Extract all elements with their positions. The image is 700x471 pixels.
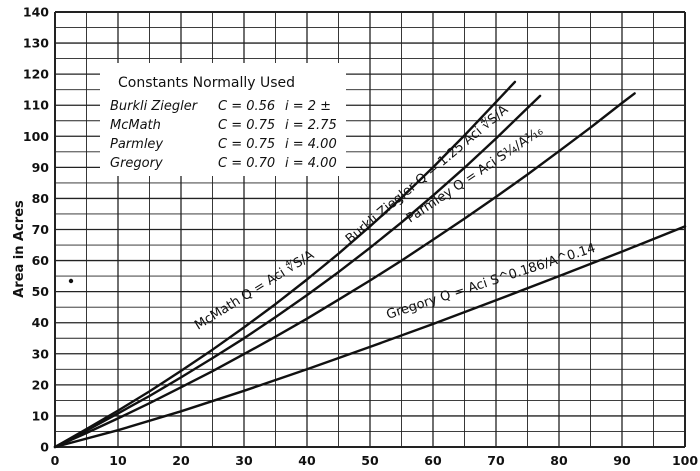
y-tick-label: 90	[32, 160, 50, 175]
y-tick-label: 10	[32, 408, 50, 423]
x-tick-label: 100	[672, 453, 698, 468]
y-tick-label: 100	[23, 129, 49, 144]
y-tick-label: 20	[32, 377, 50, 392]
legend-i-gregory: i = 4.00	[285, 156, 337, 171]
x-tick-label: 30	[235, 453, 253, 468]
x-tick-label: 80	[550, 453, 568, 468]
legend-i-burkli-ziegler: i = 2 ±	[285, 99, 331, 114]
legend-title: Constants Normally Used	[118, 75, 295, 91]
series-line-burkli-ziegler	[53, 94, 542, 449]
y-tick-label: 80	[32, 191, 50, 206]
y-tick-label: 120	[23, 67, 49, 82]
legend-i-parmley: i = 4.00	[285, 137, 337, 152]
tick-labels: 0 10 20 30 40 50 60 70 80 90 100 0 10 20 30 40 50 60 70 80 9…	[23, 5, 698, 469]
legend-name-burkli-ziegler: Burkli Ziegler	[110, 99, 199, 114]
y-tick-label: 140	[23, 5, 49, 20]
x-tick-label: 20	[172, 453, 190, 468]
y-tick-label: 30	[32, 346, 50, 361]
y-axis-label: Area in Acres	[12, 200, 27, 298]
y-tick-label: 130	[23, 36, 49, 51]
stray-dot	[68, 278, 74, 284]
y-tick-label: 60	[32, 253, 50, 268]
series-line-gregory	[53, 225, 687, 449]
y-tick-label: 0	[40, 440, 49, 455]
series-line-mcmath	[53, 80, 517, 449]
x-tick-label: 90	[613, 453, 631, 468]
legend-c-gregory: C = 0.70	[218, 156, 275, 171]
x-tick-label: 0	[51, 453, 60, 468]
legend-name-gregory: Gregory	[110, 156, 163, 171]
legend-rows: Burkli Ziegler C = 0.56 i = 2 ± McMath C = 0…	[110, 99, 337, 171]
x-tick-label: 40	[298, 453, 316, 468]
legend-c-parmley: C = 0.75	[218, 137, 275, 152]
legend-name-parmley: Parmley	[110, 137, 163, 152]
y-tick-label: 40	[32, 315, 50, 330]
x-tick-label: 60	[424, 453, 442, 468]
legend-name-mcmath: McMath	[110, 118, 161, 133]
x-tick-label: 50	[361, 453, 379, 468]
y-tick-label: 110	[23, 98, 49, 113]
y-tick-label: 70	[32, 222, 50, 237]
series-line-parmley	[53, 92, 636, 449]
x-tick-label: 70	[487, 453, 505, 468]
legend-background	[100, 63, 346, 176]
series-curves	[53, 80, 687, 449]
legend-i-mcmath: i = 2.75	[285, 118, 337, 133]
x-tick-label: 10	[109, 453, 127, 468]
legend-box: Constants Normally Used Burkli Ziegler C …	[100, 63, 346, 176]
legend-c-burkli-ziegler: C = 0.56	[218, 99, 275, 114]
y-tick-label: 50	[32, 284, 50, 299]
legend-c-mcmath: C = 0.75	[218, 118, 275, 133]
